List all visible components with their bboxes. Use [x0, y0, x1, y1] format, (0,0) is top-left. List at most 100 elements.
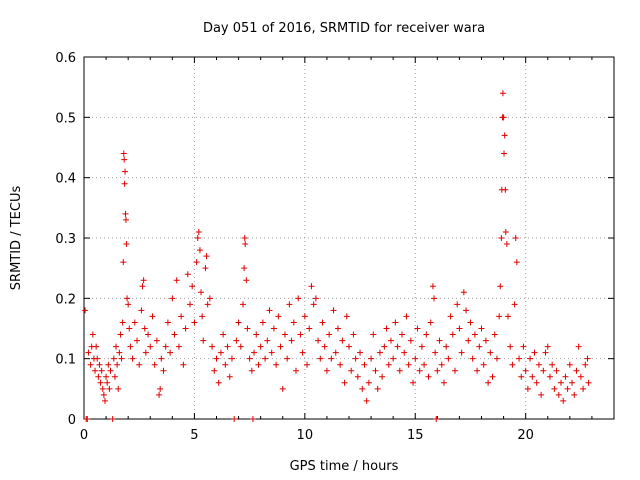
data-point — [449, 331, 456, 338]
data-point — [131, 319, 138, 326]
data-point — [259, 319, 266, 326]
data-point — [584, 355, 591, 362]
data-point — [501, 150, 508, 157]
data-point — [471, 331, 478, 338]
data-point — [222, 361, 229, 368]
data-point — [184, 271, 191, 278]
data-point — [87, 361, 94, 368]
data-point — [423, 331, 430, 338]
data-point — [147, 343, 154, 350]
data-point — [160, 367, 167, 374]
data-point — [363, 397, 370, 404]
data-point — [164, 319, 171, 326]
data-point — [394, 343, 401, 350]
data-point — [149, 313, 156, 320]
data-point — [553, 367, 560, 374]
data-point — [518, 373, 525, 380]
data-point — [169, 295, 176, 302]
data-point — [501, 132, 508, 139]
data-point — [390, 355, 397, 362]
data-point — [496, 313, 503, 320]
data-point — [396, 367, 403, 374]
data-point — [121, 156, 128, 163]
data-point — [458, 349, 465, 356]
y-tick-label: 0.2 — [55, 292, 76, 307]
data-point — [585, 379, 592, 386]
data-point — [142, 349, 149, 356]
data-point — [489, 373, 496, 380]
data-point — [306, 325, 313, 332]
data-point — [418, 343, 425, 350]
x-tick-label: 0 — [80, 428, 88, 443]
data-point — [120, 150, 127, 157]
data-point — [268, 349, 275, 356]
data-point — [244, 325, 251, 332]
data-point — [385, 361, 392, 368]
data-point — [361, 361, 368, 368]
data-point — [231, 416, 238, 422]
data-point — [196, 247, 203, 254]
data-point — [493, 355, 500, 362]
x-tick-label: 20 — [517, 428, 534, 443]
data-point — [297, 331, 304, 338]
data-point — [136, 361, 143, 368]
data-point — [379, 373, 386, 380]
data-point — [140, 277, 147, 284]
data-point — [381, 343, 388, 350]
data-point — [332, 349, 339, 356]
data-point — [167, 349, 174, 356]
data-point — [117, 331, 124, 338]
data-point — [529, 373, 536, 380]
data-point — [551, 385, 558, 392]
data-point — [110, 355, 117, 362]
data-point — [582, 361, 589, 368]
y-tick-label: 0.4 — [55, 172, 76, 187]
data-point — [224, 343, 231, 350]
data-point — [215, 379, 222, 386]
data-point — [266, 307, 273, 314]
data-point — [485, 379, 492, 386]
data-point — [566, 361, 573, 368]
axis-ticks: 0 5 10 15 20 0 0.1 0.2 0.3 0.4 0.5 0.6 — [55, 51, 614, 443]
y-axis-label: SRMTID / TECUs — [9, 186, 24, 291]
data-point — [560, 397, 567, 404]
chart-title: Day 051 of 2016, SRMTID for receiver war… — [203, 21, 485, 36]
data-point — [339, 337, 346, 344]
data-points — [82, 90, 592, 422]
data-point — [370, 331, 377, 338]
data-point — [141, 325, 148, 332]
data-point — [476, 343, 483, 350]
data-point — [89, 331, 96, 338]
data-point — [281, 331, 288, 338]
data-point — [425, 373, 432, 380]
data-point — [326, 331, 333, 338]
data-point — [243, 277, 250, 284]
data-point — [104, 379, 111, 386]
data-point — [95, 373, 102, 380]
data-point — [100, 391, 107, 398]
data-point — [330, 307, 337, 314]
data-point — [134, 337, 140, 344]
data-point — [118, 355, 125, 362]
data-point — [512, 235, 519, 241]
data-point — [125, 301, 132, 308]
data-point — [357, 349, 364, 356]
data-point — [109, 416, 116, 422]
data-point — [295, 295, 302, 302]
data-point — [206, 295, 213, 302]
data-point — [82, 307, 89, 314]
data-point — [392, 319, 399, 326]
data-point — [122, 210, 129, 217]
data-point — [315, 337, 322, 344]
data-point — [499, 90, 506, 97]
data-point — [456, 325, 463, 332]
data-point — [251, 349, 258, 356]
data-point — [502, 228, 509, 235]
data-point — [454, 301, 461, 308]
data-point — [421, 361, 428, 368]
data-point — [564, 385, 571, 392]
data-point — [182, 325, 189, 332]
data-point — [99, 385, 106, 392]
data-point — [178, 313, 185, 320]
data-point — [242, 241, 249, 248]
